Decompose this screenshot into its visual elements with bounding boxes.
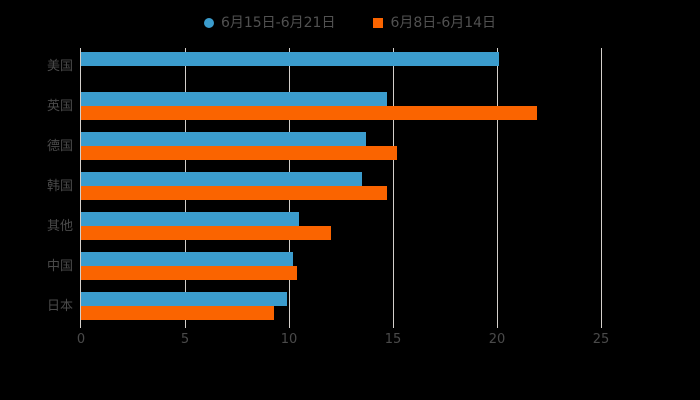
y-axis-category-label: 韩国 bbox=[46, 179, 73, 194]
legend-label-series-1: 6月15日-6月21日 bbox=[220, 15, 336, 31]
y-axis-category-label: 美国 bbox=[46, 59, 73, 74]
bar-series-1[interactable] bbox=[81, 52, 500, 66]
square-marker-icon bbox=[373, 18, 384, 28]
bar-series-2[interactable] bbox=[81, 226, 331, 240]
legend-label-series-2: 6月8日-6月14日 bbox=[390, 15, 497, 31]
bar-series-1[interactable] bbox=[81, 132, 366, 146]
bar-group bbox=[81, 288, 601, 328]
bar-series-1[interactable] bbox=[81, 252, 294, 266]
y-axis-category-label: 英国 bbox=[46, 99, 73, 114]
y-axis-category-label: 中国 bbox=[46, 259, 73, 274]
chart-legend: 6月15日-6月21日 6月8日-6月14日 bbox=[0, 10, 700, 36]
bar-series-2[interactable] bbox=[81, 186, 387, 200]
y-axis-line bbox=[80, 48, 81, 328]
x-axis-tick-label: 20 bbox=[488, 332, 506, 347]
y-axis-category-label: 其他 bbox=[46, 219, 73, 234]
gridline bbox=[601, 48, 602, 328]
bar-series-1[interactable] bbox=[81, 172, 362, 186]
bar-group bbox=[81, 128, 601, 168]
x-axis-tick-label: 15 bbox=[384, 332, 402, 347]
y-axis-category-label: 德国 bbox=[46, 139, 73, 154]
bar-group bbox=[81, 48, 601, 88]
y-axis-category-labels: 美国英国德国韩国其他中国日本 bbox=[0, 48, 73, 328]
bar-series-1[interactable] bbox=[81, 212, 300, 226]
bar-group bbox=[81, 88, 601, 128]
x-axis-tick-label: 10 bbox=[280, 332, 298, 347]
bar-group bbox=[81, 208, 601, 248]
bar-series-2[interactable] bbox=[81, 266, 298, 280]
bar-series-2[interactable] bbox=[81, 306, 275, 320]
bar-group bbox=[81, 248, 601, 288]
bar-series-2[interactable] bbox=[81, 146, 398, 160]
bar-series-1[interactable] bbox=[81, 92, 387, 106]
legend-item-series-1[interactable]: 6月15日-6月21日 bbox=[203, 15, 336, 31]
circle-marker-icon bbox=[203, 18, 214, 28]
bar-series-2[interactable] bbox=[81, 106, 537, 120]
bar-series-group bbox=[81, 48, 601, 328]
plot-area bbox=[80, 48, 602, 328]
x-axis-tick-label: 5 bbox=[180, 332, 190, 347]
gridline bbox=[393, 48, 394, 328]
bar-group bbox=[81, 168, 601, 208]
y-axis-category-label: 日本 bbox=[46, 299, 73, 314]
x-axis-tick-label: 25 bbox=[592, 332, 610, 347]
x-axis-tick-label: 0 bbox=[76, 332, 86, 347]
legend-item-series-2[interactable]: 6月8日-6月14日 bbox=[373, 16, 496, 30]
gridline bbox=[497, 48, 498, 328]
bar-series-1[interactable] bbox=[81, 292, 287, 306]
x-axis-tick-labels: 0 5 10 15 20 25 bbox=[0, 333, 700, 353]
